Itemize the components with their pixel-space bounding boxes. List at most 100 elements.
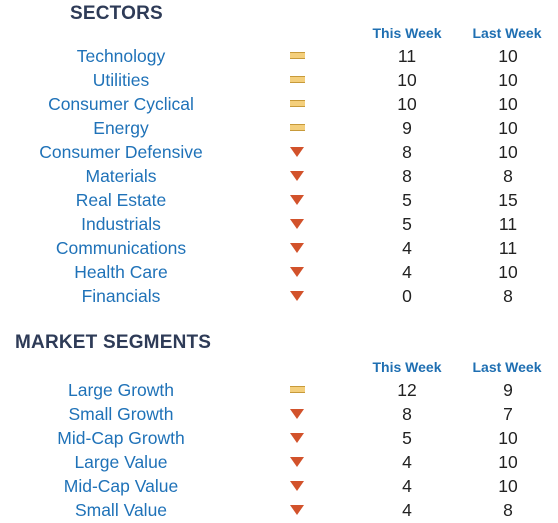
last-week-value: 10 — [498, 452, 518, 472]
trend-indicator — [282, 92, 312, 116]
segments-this-week-header: This Week — [372, 359, 442, 375]
last-week-value: 9 — [503, 380, 513, 400]
table-row: Health Care 4 10 — [0, 260, 558, 284]
table-row: Consumer Defensive 8 10 — [0, 140, 558, 164]
last-week-value: 11 — [498, 238, 518, 258]
row-label: Mid-Cap Value — [63, 476, 179, 496]
last-week-value: 10 — [498, 46, 518, 66]
trend-indicator — [282, 212, 312, 236]
table-row: Consumer Cyclical 10 10 — [0, 92, 558, 116]
flat-trend-icon — [290, 386, 305, 393]
sectors-last-week-header: Last Week — [472, 25, 542, 41]
segments-last-week-header: Last Week — [472, 359, 542, 375]
trend-indicator — [282, 498, 312, 522]
row-label: Communications — [55, 238, 187, 258]
table-row: Real Estate 5 15 — [0, 188, 558, 212]
row-label: Technology — [76, 46, 166, 66]
trend-indicator — [282, 44, 312, 68]
table-row: Utilities 10 10 — [0, 68, 558, 92]
table-row: Small Growth 8 7 — [0, 402, 558, 426]
row-label: Large Value — [74, 452, 168, 472]
table-row: Technology 11 10 — [0, 44, 558, 68]
this-week-value: 8 — [402, 142, 412, 162]
row-label: Small Growth — [68, 404, 174, 424]
row-label: Industrials — [81, 214, 161, 234]
this-week-value: 5 — [402, 214, 412, 234]
table-row: Mid-Cap Value 4 10 — [0, 474, 558, 498]
last-week-value: 10 — [498, 476, 518, 496]
row-label: Financials — [81, 286, 161, 306]
last-week-value: 10 — [498, 94, 518, 114]
flat-trend-icon — [290, 124, 305, 131]
down-trend-icon — [290, 291, 304, 301]
this-week-value: 4 — [402, 500, 412, 520]
table-row: Large Value 4 10 — [0, 450, 558, 474]
last-week-value: 11 — [498, 214, 518, 234]
last-week-value: 8 — [503, 286, 513, 306]
table-row: Energy 9 10 — [0, 116, 558, 140]
row-label: Consumer Defensive — [39, 142, 203, 162]
last-week-value: 15 — [498, 190, 518, 210]
table-row: Large Growth 12 9 — [0, 378, 558, 402]
last-week-value: 10 — [498, 428, 518, 448]
trend-indicator — [282, 116, 312, 140]
table-row: Materials 8 8 — [0, 164, 558, 188]
down-trend-icon — [290, 147, 304, 157]
table-row: Financials 0 8 — [0, 284, 558, 308]
down-trend-icon — [290, 267, 304, 277]
row-label: Small Value — [74, 500, 168, 520]
down-trend-icon — [290, 171, 304, 181]
table-row: Communications 4 11 — [0, 236, 558, 260]
this-week-value: 5 — [402, 428, 412, 448]
trend-indicator — [282, 426, 312, 450]
down-trend-icon — [290, 219, 304, 229]
this-week-value: 4 — [402, 238, 412, 258]
trend-indicator — [282, 164, 312, 188]
this-week-value: 4 — [402, 452, 412, 472]
this-week-value: 8 — [402, 166, 412, 186]
this-week-value: 12 — [397, 380, 417, 400]
last-week-value: 8 — [503, 166, 513, 186]
trend-indicator — [282, 474, 312, 498]
last-week-value: 8 — [503, 500, 513, 520]
this-week-value: 11 — [397, 46, 417, 66]
this-week-value: 5 — [402, 190, 412, 210]
row-label: Real Estate — [75, 190, 167, 210]
down-trend-icon — [290, 409, 304, 419]
flat-trend-icon — [290, 100, 305, 107]
row-label: Large Growth — [67, 380, 175, 400]
last-week-value: 10 — [498, 70, 518, 90]
down-trend-icon — [290, 243, 304, 253]
last-week-value: 10 — [498, 118, 518, 138]
row-label: Consumer Cyclical — [48, 94, 194, 114]
last-week-value: 10 — [498, 262, 518, 282]
this-week-value: 0 — [402, 286, 412, 306]
sectors-this-week-header: This Week — [372, 25, 442, 41]
trend-indicator — [282, 378, 312, 402]
last-week-value: 7 — [503, 404, 513, 424]
table-row: Mid-Cap Growth 5 10 — [0, 426, 558, 450]
this-week-value: 10 — [397, 94, 417, 114]
row-label: Materials — [85, 166, 157, 186]
this-week-value: 4 — [402, 262, 412, 282]
trend-indicator — [282, 68, 312, 92]
row-label: Health Care — [74, 262, 168, 282]
down-trend-icon — [290, 481, 304, 491]
row-label: Utilities — [92, 70, 150, 90]
flat-trend-icon — [290, 76, 305, 83]
trend-indicator — [282, 260, 312, 284]
this-week-value: 9 — [402, 118, 412, 138]
this-week-value: 10 — [397, 70, 417, 90]
this-week-value: 8 — [402, 404, 412, 424]
trend-indicator — [282, 140, 312, 164]
trend-indicator — [282, 188, 312, 212]
down-trend-icon — [290, 505, 304, 515]
trend-indicator — [282, 284, 312, 308]
this-week-value: 4 — [402, 476, 412, 496]
down-trend-icon — [290, 457, 304, 467]
last-week-value: 10 — [498, 142, 518, 162]
trend-indicator — [282, 236, 312, 260]
flat-trend-icon — [290, 52, 305, 59]
down-trend-icon — [290, 433, 304, 443]
segments-title: MARKET SEGMENTS — [15, 332, 212, 353]
